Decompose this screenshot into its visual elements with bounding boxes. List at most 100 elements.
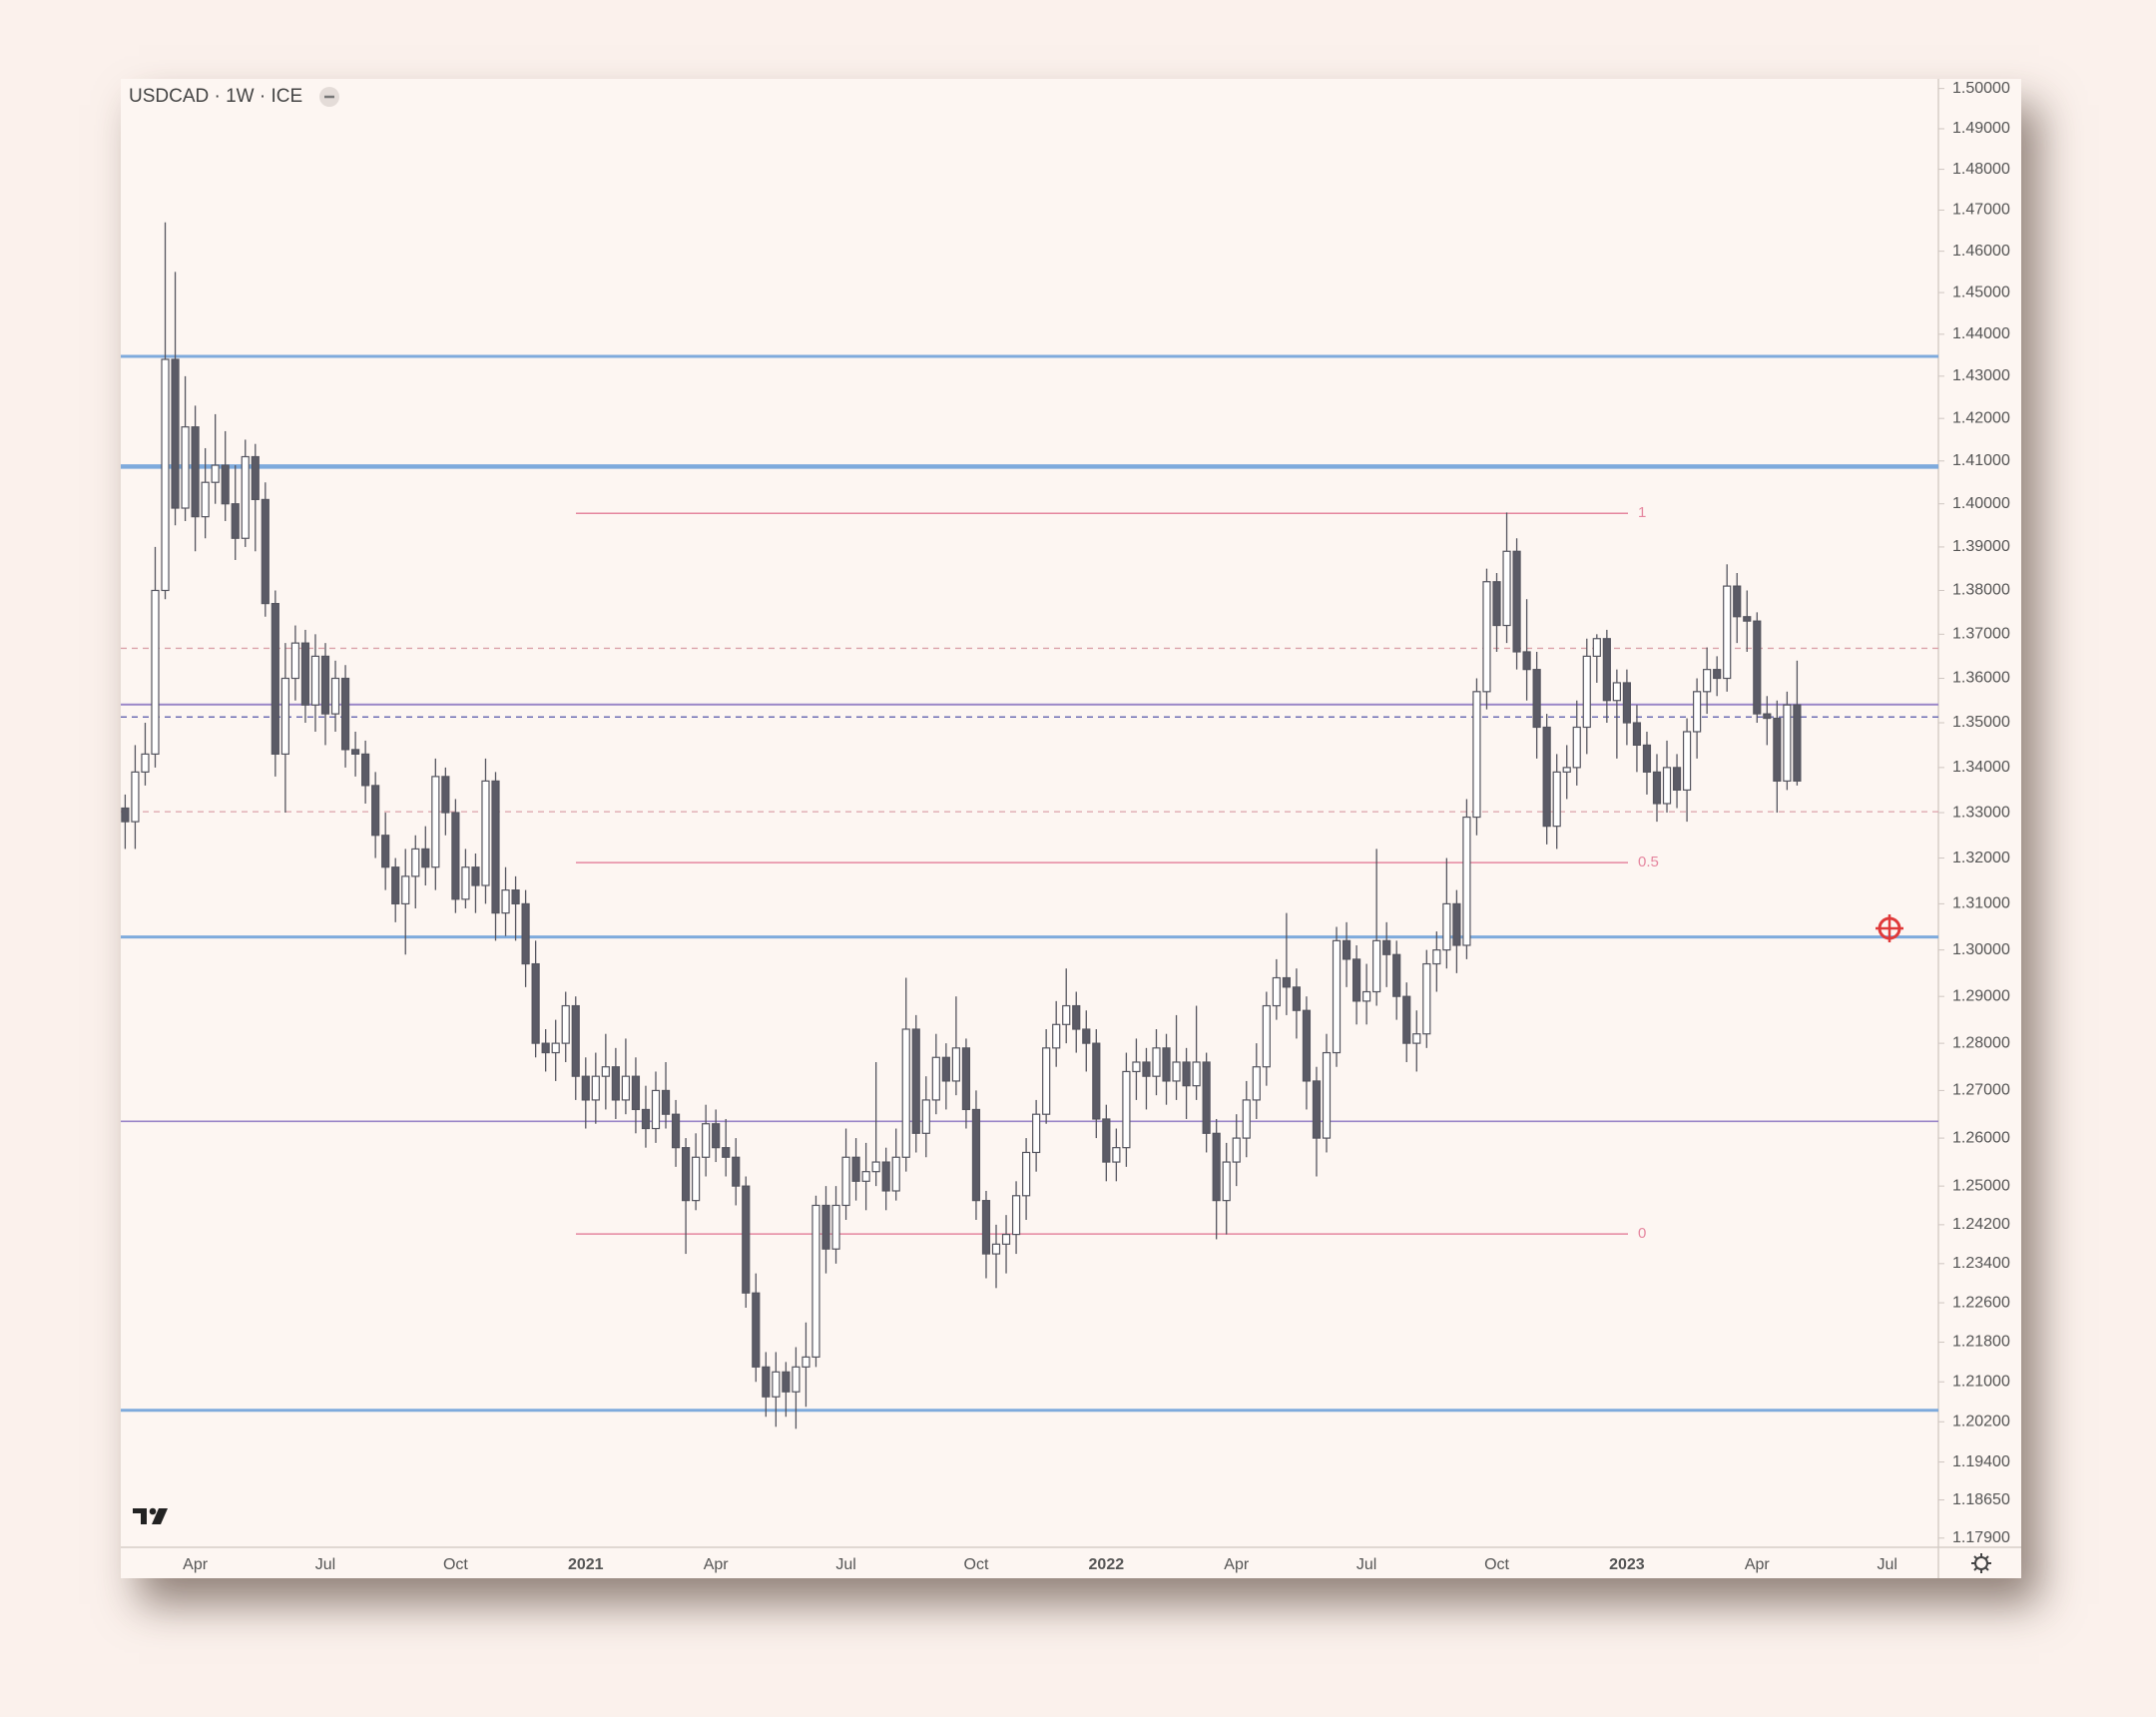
y-tick-label: 1.33000 bbox=[1952, 804, 2010, 821]
candle-body bbox=[1312, 1080, 1322, 1139]
y-tick-label: 1.23400 bbox=[1952, 1255, 2010, 1272]
candle-body bbox=[571, 1004, 580, 1077]
candle-body bbox=[451, 812, 460, 900]
candle-body bbox=[251, 455, 260, 500]
candle-body bbox=[641, 1108, 651, 1130]
candle-body bbox=[310, 655, 320, 706]
candle-body bbox=[1642, 744, 1652, 773]
candle-body bbox=[1572, 726, 1581, 769]
y-tick-label: 1.50000 bbox=[1952, 80, 2010, 97]
candle-body bbox=[1773, 717, 1782, 782]
candle-body bbox=[591, 1075, 600, 1101]
candle-body bbox=[231, 503, 240, 539]
y-tick-label: 1.31000 bbox=[1952, 895, 2010, 912]
candle-body bbox=[541, 1042, 550, 1054]
candle-body bbox=[1011, 1195, 1021, 1236]
collapse-button[interactable] bbox=[319, 87, 339, 107]
candle-body bbox=[1592, 638, 1601, 657]
candle-body bbox=[1693, 691, 1702, 733]
candle-body bbox=[521, 902, 530, 965]
y-tick-label: 1.41000 bbox=[1952, 452, 2010, 469]
candle-body bbox=[1172, 1061, 1181, 1082]
x-tick-label: Jul bbox=[1877, 1556, 1896, 1573]
candle-body bbox=[911, 1028, 920, 1134]
candle-body bbox=[1733, 585, 1742, 618]
candle-body bbox=[401, 875, 410, 905]
y-tick-label: 1.20200 bbox=[1952, 1413, 2010, 1430]
x-tick-label: Jul bbox=[315, 1556, 335, 1573]
candle-body bbox=[491, 780, 500, 914]
candle-body bbox=[1362, 990, 1371, 1002]
candle-body bbox=[1292, 986, 1302, 1011]
candle-body bbox=[1222, 1161, 1231, 1202]
y-tick-label: 1.18650 bbox=[1952, 1491, 2010, 1508]
y-tick-label: 1.17900 bbox=[1952, 1529, 2010, 1546]
candle-body bbox=[201, 481, 210, 518]
x-tick-label: Oct bbox=[964, 1556, 989, 1573]
gear-teeth[interactable] bbox=[1971, 1553, 1991, 1573]
y-tick-label: 1.44000 bbox=[1952, 325, 2010, 342]
candle-body bbox=[131, 771, 140, 823]
candle-body bbox=[320, 655, 330, 715]
candle-body bbox=[581, 1075, 590, 1101]
candle-body bbox=[681, 1147, 691, 1202]
fib-label: 0 bbox=[1638, 1225, 1646, 1242]
candle-body bbox=[1102, 1118, 1111, 1163]
candle-body bbox=[1482, 581, 1491, 693]
candle-body bbox=[340, 677, 350, 751]
gear-ring[interactable] bbox=[1974, 1556, 1988, 1570]
candle-body bbox=[1713, 669, 1722, 680]
candle-body bbox=[1512, 550, 1521, 653]
candle-body bbox=[1652, 771, 1662, 805]
candle-body bbox=[1112, 1147, 1121, 1163]
candle-body bbox=[1542, 726, 1551, 828]
y-tick-label: 1.39000 bbox=[1952, 538, 2010, 555]
x-tick-label: Oct bbox=[1484, 1556, 1509, 1573]
candle-body bbox=[752, 1292, 761, 1368]
candle-body bbox=[1472, 691, 1481, 819]
target-icon[interactable] bbox=[1876, 914, 1903, 942]
candle-body bbox=[171, 358, 180, 509]
y-tick-label: 1.47000 bbox=[1952, 202, 2010, 219]
y-tick-label: 1.48000 bbox=[1952, 161, 2010, 178]
x-tick-label: Apr bbox=[1224, 1556, 1250, 1573]
candle-body bbox=[1402, 995, 1411, 1044]
y-tick-label: 1.40000 bbox=[1952, 495, 2010, 512]
y-tick-label: 1.24200 bbox=[1952, 1216, 2010, 1233]
candle-body bbox=[831, 1204, 840, 1250]
x-tick-label: 2022 bbox=[1089, 1556, 1125, 1573]
x-tick-label: Apr bbox=[704, 1556, 730, 1573]
candle-body bbox=[621, 1075, 630, 1101]
candle-body bbox=[551, 1042, 560, 1054]
candle-body bbox=[1182, 1061, 1191, 1087]
candle-body bbox=[1602, 638, 1611, 702]
candle-body bbox=[350, 749, 360, 755]
settings-icon[interactable] bbox=[1971, 1553, 1991, 1573]
x-tick-label: Apr bbox=[183, 1556, 209, 1573]
candle-body bbox=[601, 1066, 610, 1077]
candle-body bbox=[881, 1161, 890, 1192]
candle-body bbox=[1252, 1066, 1261, 1101]
candle-body bbox=[1392, 953, 1401, 997]
candle-body bbox=[1703, 669, 1712, 693]
candle-body bbox=[1142, 1061, 1151, 1077]
candle-body bbox=[1052, 1023, 1061, 1049]
candle-body bbox=[782, 1371, 791, 1393]
candle-body bbox=[1552, 771, 1561, 828]
y-tick-label: 1.43000 bbox=[1952, 367, 2010, 384]
candle-body bbox=[141, 753, 150, 773]
y-tick-label: 1.35000 bbox=[1952, 714, 2010, 731]
candle-body bbox=[221, 464, 230, 505]
candle-body bbox=[931, 1056, 940, 1101]
candle-body bbox=[1753, 620, 1762, 715]
candle-body bbox=[161, 358, 170, 592]
candle-body bbox=[1562, 767, 1571, 773]
candle-body bbox=[300, 642, 310, 706]
y-tick-label: 1.26000 bbox=[1952, 1129, 2010, 1146]
logo-dot bbox=[149, 1507, 157, 1515]
candle-body bbox=[1502, 550, 1511, 627]
candle-body bbox=[1152, 1047, 1161, 1077]
x-tick-label: 2021 bbox=[568, 1556, 604, 1573]
x-tick-label: 2023 bbox=[1609, 1556, 1645, 1573]
tv-logo bbox=[133, 1507, 168, 1524]
